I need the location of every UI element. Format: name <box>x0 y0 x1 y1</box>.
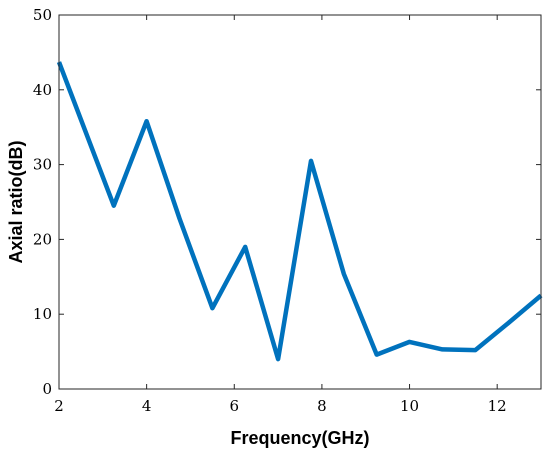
y-tick-label: 40 <box>33 81 52 99</box>
x-tick-label: 8 <box>317 397 327 415</box>
x-axis-ticks: 2 4 6 8 10 12 <box>54 15 507 415</box>
y-tick-label: 20 <box>33 230 52 248</box>
x-tick-label: 6 <box>229 397 239 415</box>
x-tick-label: 10 <box>400 397 419 415</box>
x-tick-label: 4 <box>142 397 152 415</box>
axes-box <box>58 14 542 390</box>
x-tick-label: 2 <box>54 397 64 415</box>
series-layer <box>56 61 543 362</box>
x-tick-label: 12 <box>488 397 507 415</box>
plot-area <box>59 15 541 389</box>
y-tick-label: 0 <box>42 380 52 398</box>
y-axis-label: Axial ratio(dB) <box>6 140 26 263</box>
series-line-0 <box>56 61 543 362</box>
y-tick-label: 30 <box>33 156 52 174</box>
y-axis-ticks: 0 10 20 30 40 50 <box>33 6 541 398</box>
y-tick-label: 10 <box>33 305 52 323</box>
y-tick-label: 50 <box>33 6 52 24</box>
x-axis-label: Frequency(GHz) <box>230 428 369 448</box>
